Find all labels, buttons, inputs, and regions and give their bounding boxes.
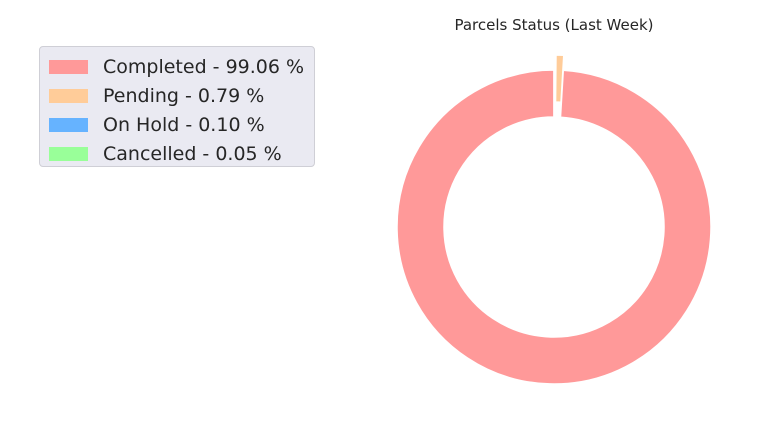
legend: Completed - 99.06 % Pending - 0.79 % On … bbox=[39, 46, 315, 167]
legend-label-cancelled: Cancelled - 0.05 % bbox=[103, 142, 282, 165]
slice-completed bbox=[396, 69, 712, 385]
legend-label-completed: Completed - 99.06 % bbox=[103, 55, 305, 78]
legend-swatch-pending bbox=[49, 88, 88, 103]
legend-item-cancelled: Cancelled - 0.05 % bbox=[49, 139, 314, 168]
legend-label-pending: Pending - 0.79 % bbox=[103, 84, 265, 107]
legend-item-completed: Completed - 99.06 % bbox=[49, 52, 314, 81]
legend-item-pending: Pending - 0.79 % bbox=[49, 81, 314, 110]
donut-slices bbox=[396, 54, 712, 385]
legend-swatch-on-hold bbox=[49, 117, 88, 132]
legend-swatch-cancelled bbox=[49, 146, 88, 161]
legend-label-on-hold: On Hold - 0.10 % bbox=[103, 113, 265, 136]
legend-item-on-hold: On Hold - 0.10 % bbox=[49, 110, 314, 139]
legend-swatch-completed bbox=[49, 59, 88, 74]
chart-title: Parcels Status (Last Week) bbox=[454, 16, 653, 34]
